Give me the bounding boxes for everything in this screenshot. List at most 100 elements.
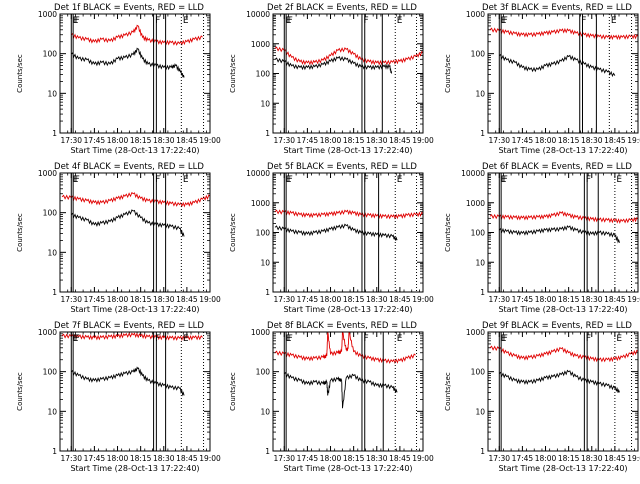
panel-title: Det 4f BLACK = Events, RED = LLD: [54, 162, 204, 172]
detector-panel-1: Det 1f BLACK = Events, RED = LLD Counts/s…: [16, 3, 221, 155]
y-axis-label: Counts/sec: [444, 54, 452, 93]
events-series-line: [498, 225, 620, 244]
x-axis-label: Start Time (28-Oct-13 17:22:40): [498, 146, 627, 155]
plot-frame: [272, 172, 424, 293]
y-tick-label: 100: [43, 209, 58, 218]
x-tick-label: 18:45: [389, 136, 411, 145]
x-tick-label: 18:45: [604, 454, 626, 463]
lld-series-line: [61, 332, 203, 341]
event-marker-label: E: [616, 175, 622, 185]
x-axis-label: Start Time (28-Oct-13 17:22:40): [498, 305, 627, 314]
event-marker-label: F: [75, 175, 80, 185]
y-tick-label: 1000: [38, 10, 57, 19]
y-tick-label: 1: [265, 447, 270, 456]
y-tick-label: 1000: [251, 199, 270, 208]
plot-area: [489, 345, 638, 393]
x-tick-label: 18:15: [130, 454, 152, 463]
x-tick-label: 18:15: [343, 454, 365, 463]
x-tick-label: 18:15: [558, 136, 580, 145]
x-tick-label: 18:45: [604, 136, 626, 145]
detector-panel-9: Det 9f BLACK = Events, RED = LLD Counts/s…: [444, 321, 640, 473]
y-tick-label: 10: [260, 99, 270, 108]
y-tick-label: 100: [43, 368, 58, 377]
x-tick-label: 18:30: [366, 295, 388, 304]
x-tick-label: 17:30: [488, 454, 510, 463]
x-tick-label: 18:45: [604, 295, 626, 304]
y-tick-label: 10000: [461, 169, 485, 178]
x-tick-label: 18:45: [176, 454, 198, 463]
event-marker-label: E: [616, 334, 622, 344]
lld-series-line: [61, 191, 210, 208]
x-tick-label: 17:45: [512, 136, 534, 145]
y-axis-label: Counts/sec: [16, 213, 24, 252]
panel-title: Det 3f BLACK = Events, RED = LLD: [482, 3, 632, 13]
event-marker-label: E: [286, 334, 292, 344]
event-marker-label: E: [73, 175, 79, 185]
x-tick-label: 17:45: [84, 136, 106, 145]
y-tick-label: 1: [265, 129, 270, 138]
events-series-line: [71, 366, 185, 397]
x-tick-label: 17:45: [297, 454, 319, 463]
detector-panel-2: Det 2f BLACK = Events, RED = LLD Counts/s…: [229, 3, 434, 155]
plot-frame: [487, 13, 639, 134]
x-axis-label: Start Time (28-Oct-13 17:22:40): [283, 146, 412, 155]
x-tick-label: 18:30: [366, 136, 388, 145]
y-tick-label: 100: [471, 50, 486, 59]
plot-frame: [272, 331, 424, 452]
x-tick-label: 19:00: [627, 454, 640, 463]
event-marker-label: E: [501, 175, 507, 185]
event-marker-label: F: [75, 16, 80, 26]
x-tick-label: 18:15: [130, 136, 152, 145]
event-marker-label: F: [503, 175, 508, 185]
panel-title: Det 9f BLACK = Events, RED = LLD: [482, 321, 632, 331]
x-tick-label: 18:30: [153, 454, 175, 463]
event-marker-label: E: [501, 16, 507, 26]
y-tick-label: 1: [480, 447, 485, 456]
y-tick-label: 10: [475, 89, 485, 98]
event-marker-label: E: [183, 175, 189, 185]
event-marker-label: E: [397, 334, 403, 344]
y-tick-label: 1: [265, 288, 270, 297]
x-axis-label: Start Time (28-Oct-13 17:22:40): [283, 464, 412, 473]
y-tick-label: 1000: [466, 10, 485, 19]
lld-series-line: [489, 210, 638, 224]
event-marker-label: F: [363, 16, 368, 26]
x-tick-label: 17:45: [84, 295, 106, 304]
event-marker-label: E: [183, 334, 189, 344]
x-tick-label: 17:30: [488, 295, 510, 304]
plot-area: [61, 191, 210, 238]
x-tick-label: 18:00: [535, 136, 557, 145]
event-marker-label: F: [288, 16, 293, 26]
event-marker-label: F: [288, 175, 293, 185]
x-tick-label: 18:30: [581, 295, 603, 304]
y-tick-label: 1: [52, 129, 57, 138]
lld-series-line: [489, 27, 638, 41]
y-tick-label: 10000: [246, 10, 270, 19]
x-axis-label: Start Time (28-Oct-13 17:22:40): [498, 464, 627, 473]
event-marker-label: E: [286, 175, 292, 185]
x-tick-label: 18:15: [558, 295, 580, 304]
x-tick-label: 18:30: [366, 454, 388, 463]
events-series-line: [274, 223, 398, 241]
event-marker-label: F: [363, 175, 368, 185]
y-tick-label: 10: [47, 248, 57, 257]
y-tick-label: 1000: [251, 328, 270, 337]
x-tick-label: 17:45: [84, 454, 106, 463]
x-tick-label: 17:30: [273, 295, 295, 304]
y-axis-label: Counts/sec: [229, 54, 237, 93]
event-marker-label: E: [397, 16, 403, 26]
event-marker-label: F: [586, 175, 591, 185]
event-marker-label: F: [288, 334, 293, 344]
y-tick-label: 1000: [466, 328, 485, 337]
plot-area: [489, 27, 638, 78]
x-tick-label: 18:15: [558, 454, 580, 463]
y-axis-label: Counts/sec: [16, 54, 24, 93]
plot-frame: [59, 331, 211, 452]
x-tick-label: 19:00: [199, 295, 221, 304]
y-tick-label: 10: [475, 407, 485, 416]
x-tick-label: 19:00: [199, 454, 221, 463]
detector-panel-4: Det 4f BLACK = Events, RED = LLD Counts/s…: [16, 162, 221, 314]
x-tick-label: 17:30: [60, 454, 82, 463]
x-tick-label: 18:00: [107, 454, 129, 463]
